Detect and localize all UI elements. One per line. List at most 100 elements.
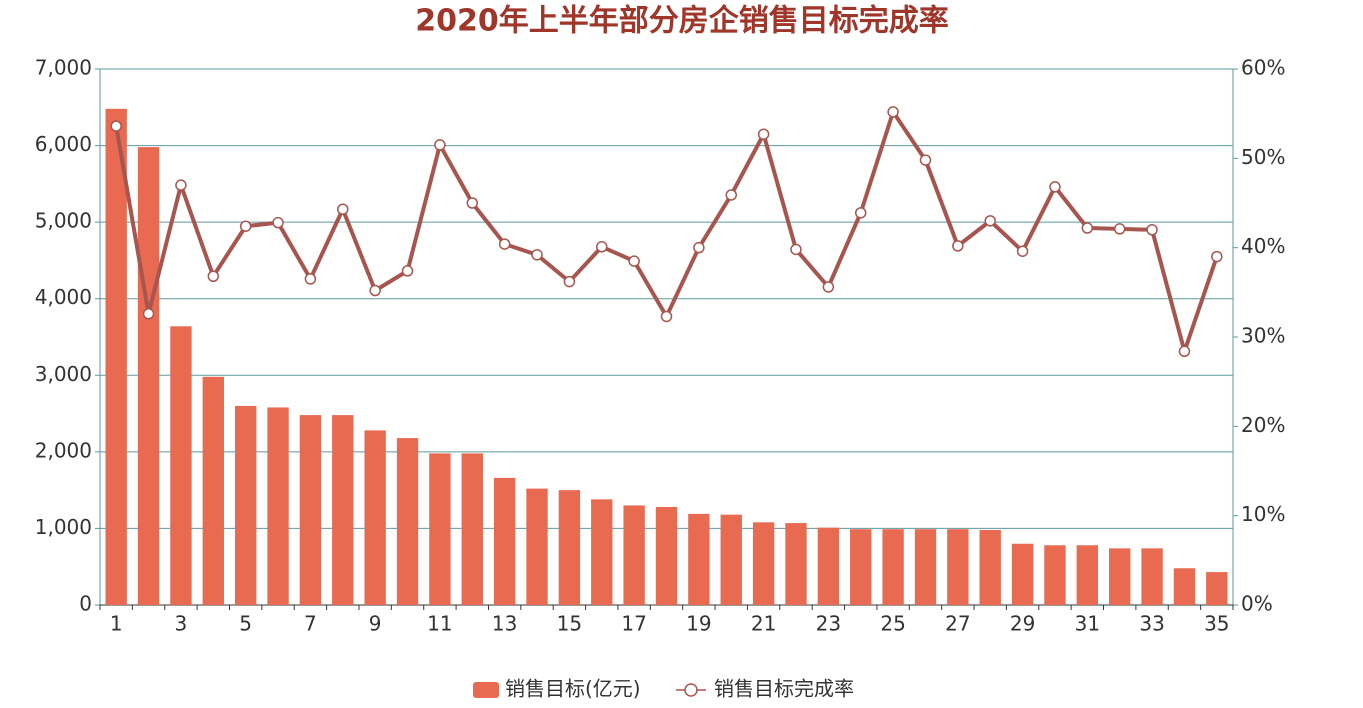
bar <box>752 522 775 605</box>
line-point <box>563 275 576 288</box>
y-tick-label: 4,000 <box>35 285 92 309</box>
x-tick-label: 33 <box>1139 612 1164 636</box>
y-tick-label: 1,000 <box>35 515 92 539</box>
line-point <box>628 255 640 267</box>
y-tick-label: 6,000 <box>35 132 92 156</box>
y-tick-label: 0 <box>79 592 92 616</box>
bar <box>234 405 257 605</box>
line-point <box>596 241 608 253</box>
bar <box>526 488 548 605</box>
line-point <box>952 240 964 252</box>
x-tick-label: 19 <box>686 612 711 636</box>
bar <box>332 415 354 605</box>
x-tick-label: 31 <box>1075 612 1100 636</box>
bar <box>105 108 127 606</box>
legend-label: 销售目标完成率 <box>714 677 854 701</box>
x-tick-label: 1 <box>110 612 123 636</box>
bar <box>979 529 1001 605</box>
x-tick-label: 35 <box>1204 612 1229 636</box>
line-point <box>369 284 381 297</box>
line-point <box>725 189 737 201</box>
y2-tick-label: 40% <box>1241 234 1285 258</box>
legend-label: 销售目标(亿元) <box>505 677 641 701</box>
line-point <box>1178 345 1191 358</box>
bar <box>1044 545 1066 605</box>
x-tick-label: 15 <box>557 612 582 636</box>
line-point <box>207 270 220 283</box>
line-point <box>239 220 252 232</box>
line-point <box>984 215 996 227</box>
bar <box>591 499 613 605</box>
bar <box>850 529 872 605</box>
line-point <box>434 139 446 151</box>
y-tick-label: 2,000 <box>35 438 92 462</box>
y2-tick-label: 60% <box>1241 56 1285 80</box>
bar <box>623 505 645 605</box>
bar <box>655 506 678 605</box>
line-point <box>887 106 899 118</box>
line-point <box>272 216 284 229</box>
bar <box>947 529 969 605</box>
line-point <box>531 249 543 261</box>
chart-title: 2020年上半年部分房企销售目标完成率 <box>415 4 949 39</box>
x-tick-label: 23 <box>816 612 841 636</box>
y2-tick-label: 0% <box>1241 592 1273 616</box>
line-point <box>919 154 932 166</box>
line-point <box>790 243 802 256</box>
bar <box>1173 568 1196 605</box>
y2-tick-label: 20% <box>1241 413 1285 437</box>
line-point <box>660 310 673 323</box>
bar <box>1206 572 1228 605</box>
line-point <box>401 265 414 277</box>
line-point <box>110 120 122 132</box>
line-point <box>466 197 479 209</box>
line-point <box>822 281 835 293</box>
line-point <box>337 203 349 216</box>
bar <box>137 147 160 606</box>
line-point <box>304 273 317 285</box>
y2-tick-label: 10% <box>1241 502 1285 526</box>
legend-marker <box>684 683 698 697</box>
legend-swatch <box>473 682 499 698</box>
bar <box>558 490 581 605</box>
x-tick-label: 13 <box>492 612 517 636</box>
line-point <box>1081 222 1094 234</box>
x-tick-label: 9 <box>369 612 382 636</box>
line-point <box>142 308 155 320</box>
bar <box>882 529 904 605</box>
y2-tick-label: 50% <box>1241 145 1285 169</box>
x-tick-label: 21 <box>751 612 776 636</box>
x-tick-label: 7 <box>304 612 317 636</box>
line-point <box>175 179 187 191</box>
bar <box>1109 548 1131 605</box>
bar <box>396 438 419 605</box>
x-tick-label: 27 <box>945 612 970 636</box>
y-tick-label: 7,000 <box>35 56 92 80</box>
line-point <box>1211 250 1223 263</box>
bar <box>299 415 322 605</box>
bar <box>914 529 937 605</box>
bar <box>688 513 710 605</box>
line-point <box>1016 245 1029 257</box>
line-point <box>1049 181 1061 193</box>
x-tick-label: 5 <box>239 612 252 636</box>
y-tick-label: 5,000 <box>35 209 92 233</box>
bar <box>461 453 483 605</box>
bar <box>170 326 192 605</box>
bar <box>1011 543 1034 605</box>
line-point <box>854 207 867 219</box>
bar <box>785 523 807 605</box>
bar <box>267 407 289 605</box>
line-point <box>693 241 705 254</box>
x-tick-label: 29 <box>1010 612 1035 636</box>
bar <box>1141 548 1163 605</box>
y-tick-label: 3,000 <box>35 362 92 386</box>
line-point <box>757 128 770 140</box>
line-point <box>498 238 511 250</box>
bar <box>720 514 742 605</box>
bar <box>364 430 386 605</box>
x-tick-label: 25 <box>880 612 905 636</box>
bar <box>1076 545 1099 605</box>
bar <box>817 527 840 605</box>
bar <box>429 453 451 605</box>
